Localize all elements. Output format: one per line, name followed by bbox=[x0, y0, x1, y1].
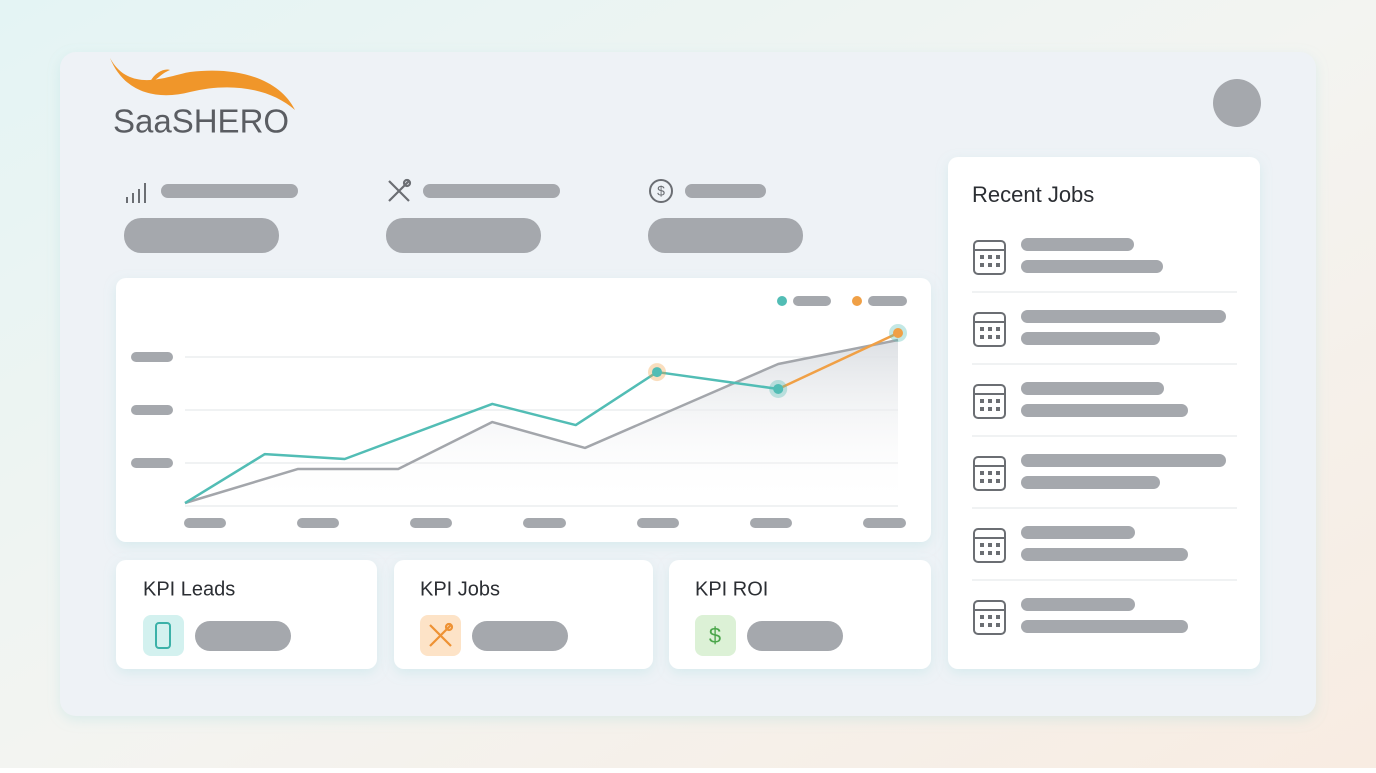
placeholder bbox=[1021, 454, 1226, 467]
point bbox=[773, 383, 784, 394]
placeholder bbox=[1021, 260, 1163, 273]
job-row[interactable] bbox=[973, 598, 1188, 635]
stat-tools-icon bbox=[388, 178, 412, 202]
plot bbox=[184, 323, 907, 506]
calendar-cell bbox=[980, 335, 984, 339]
calendar-cell bbox=[996, 335, 1000, 339]
y-placeholders bbox=[131, 352, 173, 468]
calendar-cell bbox=[988, 335, 992, 339]
placeholder bbox=[747, 621, 843, 651]
calendar-cell bbox=[996, 327, 1000, 331]
kpi-label: KPI Jobs bbox=[420, 578, 500, 600]
calendar-icon bbox=[973, 600, 1006, 635]
x-placeholders bbox=[184, 518, 906, 528]
placeholder bbox=[124, 218, 279, 253]
line bbox=[777, 331, 899, 391]
logo: SaaSHERO bbox=[113, 103, 289, 140]
placeholder bbox=[161, 184, 298, 198]
calendar-cell bbox=[996, 551, 1000, 555]
calendar-icon bbox=[973, 312, 1006, 347]
placeholder bbox=[648, 218, 803, 253]
calendar-icon bbox=[973, 528, 1006, 563]
job-row[interactable] bbox=[972, 238, 1237, 293]
job-row[interactable] bbox=[972, 310, 1237, 365]
calendar-icon bbox=[973, 384, 1006, 419]
placeholder bbox=[1021, 382, 1164, 395]
placeholder bbox=[1021, 404, 1188, 417]
calendar-cell bbox=[988, 543, 992, 547]
placeholder bbox=[1021, 620, 1188, 633]
chart-legend bbox=[777, 296, 907, 306]
stat-dollar-icon bbox=[649, 179, 673, 203]
kpi-icon-bg bbox=[143, 615, 184, 656]
calendar-cell bbox=[996, 623, 1000, 627]
point bbox=[893, 327, 903, 338]
calendar-cell bbox=[988, 615, 992, 619]
calendar-cell bbox=[980, 255, 984, 259]
calendar-cell bbox=[996, 263, 1000, 267]
tools-icon bbox=[429, 622, 454, 647]
placeholder bbox=[685, 184, 766, 198]
calendar-cell bbox=[988, 471, 992, 475]
calendar-cell bbox=[980, 543, 984, 547]
phone-icon bbox=[155, 622, 171, 649]
calendar-cell bbox=[988, 399, 992, 403]
area bbox=[185, 340, 898, 506]
calendar-cell bbox=[988, 327, 992, 331]
recent-jobs-title: Recent Jobs bbox=[972, 182, 1094, 207]
avatar[interactable] bbox=[1213, 79, 1261, 127]
calendar-cell bbox=[988, 551, 992, 555]
calendar-cell bbox=[996, 407, 1000, 411]
dollar-glyph: $ bbox=[657, 183, 665, 199]
job-row[interactable] bbox=[972, 526, 1237, 581]
point bbox=[652, 367, 663, 378]
calendar-cell bbox=[988, 407, 992, 411]
placeholder bbox=[195, 621, 291, 651]
calendar-cell bbox=[980, 327, 984, 331]
calendar-cell bbox=[980, 479, 984, 483]
kpi-icon-bg bbox=[695, 615, 736, 656]
calendar-cell bbox=[980, 623, 984, 627]
calendar-cell bbox=[980, 399, 984, 403]
placeholder bbox=[1021, 310, 1226, 323]
kpi-label: KPI ROI bbox=[695, 578, 768, 600]
placeholder bbox=[386, 218, 541, 253]
calendar-cell bbox=[980, 615, 984, 619]
calendar-cell bbox=[996, 479, 1000, 483]
calendar-cell bbox=[980, 407, 984, 411]
calendar-cell bbox=[980, 471, 984, 475]
calendar-cell bbox=[996, 471, 1000, 475]
calendar-cell bbox=[980, 551, 984, 555]
placeholder bbox=[1021, 238, 1134, 251]
job-list bbox=[972, 238, 1237, 635]
placeholder bbox=[472, 621, 568, 651]
placeholder bbox=[1021, 526, 1135, 539]
kpi-label: KPI Leads bbox=[143, 578, 235, 600]
calendar-cell bbox=[996, 615, 1000, 619]
placeholder bbox=[1021, 332, 1160, 345]
calendar-cell bbox=[988, 263, 992, 267]
calendar-cell bbox=[996, 399, 1000, 403]
stat-signal bbox=[126, 183, 146, 203]
calendar-cell bbox=[988, 255, 992, 259]
line bbox=[184, 338, 899, 505]
calendar-icon bbox=[973, 456, 1006, 491]
logo-swoosh-tip bbox=[150, 69, 170, 82]
calendar-cell bbox=[996, 543, 1000, 547]
calendar-cell bbox=[988, 623, 992, 627]
job-row[interactable] bbox=[972, 382, 1237, 437]
logo-swoosh bbox=[110, 58, 295, 110]
calendar-cell bbox=[980, 263, 984, 267]
calendar-icon bbox=[973, 240, 1006, 275]
job-row[interactable] bbox=[972, 454, 1237, 509]
placeholder bbox=[423, 184, 560, 198]
dollar-icon: $ bbox=[709, 623, 721, 648]
placeholder bbox=[1021, 548, 1188, 561]
calendar-cell bbox=[996, 255, 1000, 259]
calendar-cell bbox=[988, 479, 992, 483]
placeholder bbox=[1021, 476, 1160, 489]
placeholder bbox=[1021, 598, 1135, 611]
